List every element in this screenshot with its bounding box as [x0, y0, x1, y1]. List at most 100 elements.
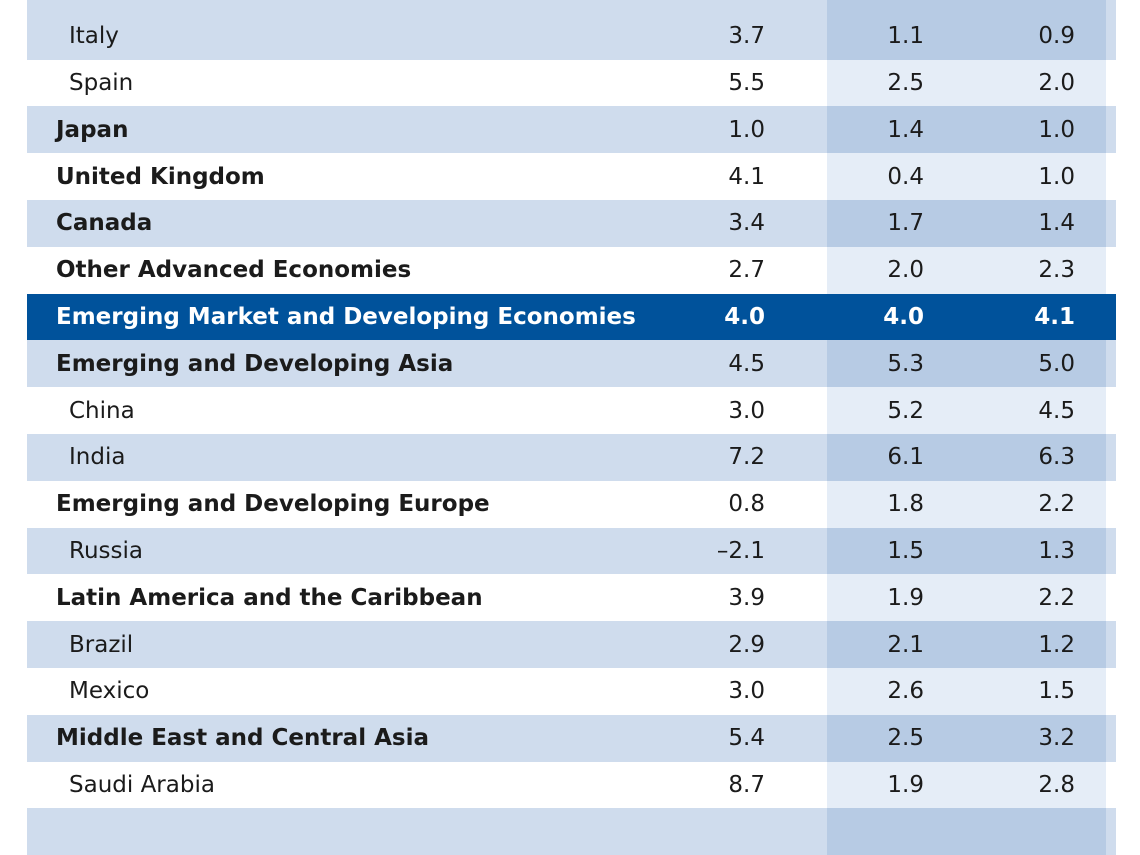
- table-row: Spain 5.5 2.5 2.0: [27, 59, 1116, 107]
- table-row: India 7.2 6.1 6.3: [27, 433, 1116, 481]
- row-label: France: [69, 0, 145, 2]
- value-v2: 1.4: [887, 116, 924, 143]
- value-v2: 1.5: [887, 537, 924, 564]
- projection-column-band: [827, 574, 1106, 622]
- value-v2: 5.2: [887, 397, 924, 424]
- projection-column-band: [827, 808, 1106, 855]
- value-v3: 1.3: [1038, 0, 1075, 2]
- value-v3: 1.2: [1038, 631, 1075, 658]
- value-v3: 4.5: [1038, 397, 1075, 424]
- value-v3: 0.9: [1038, 23, 1075, 50]
- table-row: France 2.5 1.0 1.3: [27, 0, 1116, 13]
- row-label: Emerging Market and Developing Economies: [56, 303, 636, 330]
- row-label: United Kingdom: [56, 163, 265, 190]
- row-label: Russia: [69, 537, 143, 564]
- projection-column-band: [827, 387, 1106, 434]
- value-v3: 1.0: [1038, 116, 1075, 143]
- value-v1: 3.4: [728, 210, 765, 237]
- value-v1: –2.1: [716, 537, 765, 564]
- value-v1: 2.7: [728, 257, 765, 284]
- projection-column-band: [827, 667, 1106, 715]
- value-v2: 4.0: [883, 303, 924, 330]
- value-v1: 7.2: [728, 444, 765, 471]
- value-v1: 3.0: [728, 397, 765, 424]
- value-v2: 1.9: [887, 584, 924, 611]
- projection-column-band: [827, 761, 1106, 809]
- table-row-highlight: Emerging Market and Developing Economies…: [27, 293, 1116, 341]
- value-v2: 2.5: [887, 69, 924, 96]
- row-label: Emerging and Developing Asia: [56, 350, 454, 377]
- value-v1: 4.0: [724, 303, 765, 330]
- value-v2: 2.5: [887, 725, 924, 752]
- value-v3: 1.5: [1038, 678, 1075, 705]
- table-row: Japan 1.0 1.4 1.0: [27, 106, 1116, 154]
- table-row: United Kingdom 4.1 0.4 1.0: [27, 153, 1116, 200]
- value-v1: 1.0: [728, 116, 765, 143]
- value-v1: 4.5: [728, 350, 765, 377]
- value-v3: 3.2: [1038, 725, 1075, 752]
- value-v1: 2.9: [728, 631, 765, 658]
- table-row: Other Advanced Economies 2.7 2.0 2.3: [27, 246, 1116, 294]
- value-v2: 1.0: [887, 0, 924, 2]
- value-v1: 8.7: [728, 771, 765, 798]
- table-row: Emerging and Developing Europe 0.8 1.8 2.2: [27, 480, 1116, 528]
- value-v3: 2.2: [1038, 584, 1075, 611]
- projection-column-band: [827, 106, 1106, 154]
- row-label: Latin America and the Caribbean: [56, 584, 483, 611]
- value-v3: 2.3: [1038, 257, 1075, 284]
- value-v1: 3.9: [728, 584, 765, 611]
- row-label: Italy: [69, 23, 119, 50]
- table-row: Emerging and Developing Asia 4.5 5.3 5.0: [27, 340, 1116, 388]
- table-row: Middle East and Central Asia 5.4 2.5 3.2: [27, 714, 1116, 762]
- row-label: Middle East and Central Asia: [56, 725, 429, 752]
- projection-column-band: [827, 340, 1106, 388]
- table-row: [27, 808, 1116, 855]
- row-label: Mexico: [69, 678, 150, 705]
- row-label: China: [69, 397, 135, 424]
- value-v3: 1.0: [1038, 163, 1075, 190]
- growth-projections-table: France 2.5 1.0 1.3 Italy 3.7 1.1 0.9 Spain 5.5 2.5…: [27, 0, 1116, 855]
- row-label: Emerging and Developing Europe: [56, 491, 490, 518]
- row-label: Brazil: [69, 631, 134, 658]
- row-label: Saudi Arabia: [69, 771, 215, 798]
- row-label: Other Advanced Economies: [56, 257, 412, 284]
- value-v2: 5.3: [887, 350, 924, 377]
- value-v3: 1.3: [1038, 537, 1075, 564]
- value-v1: 3.7: [728, 23, 765, 50]
- value-v3: 2.0: [1038, 69, 1075, 96]
- value-v3: 6.3: [1038, 444, 1075, 471]
- row-label: Canada: [56, 210, 153, 237]
- table-row: Brazil 2.9 2.1 1.2: [27, 621, 1116, 668]
- projection-column-band: [827, 621, 1106, 668]
- value-v3: 5.0: [1038, 350, 1075, 377]
- table-row: Italy 3.7 1.1 0.9: [27, 12, 1116, 60]
- table-row: China 3.0 5.2 4.5: [27, 387, 1116, 434]
- table-row: Russia –2.1 1.5 1.3: [27, 527, 1116, 575]
- value-v2: 0.4: [887, 163, 924, 190]
- value-v2: 1.7: [887, 210, 924, 237]
- value-v2: 2.1: [887, 631, 924, 658]
- value-v3: 2.8: [1038, 771, 1075, 798]
- value-v2: 2.6: [887, 678, 924, 705]
- value-v2: 1.9: [887, 771, 924, 798]
- value-v1: 3.0: [728, 678, 765, 705]
- value-v2: 2.0: [887, 257, 924, 284]
- row-label: India: [69, 444, 126, 471]
- table-row: Canada 3.4 1.7 1.4: [27, 199, 1116, 247]
- value-v3: 2.2: [1038, 491, 1075, 518]
- row-label: Spain: [69, 69, 134, 96]
- projection-column-band: [827, 153, 1106, 200]
- projection-column-band: [827, 480, 1106, 528]
- value-v1: 5.5: [728, 69, 765, 96]
- projection-column-band: [827, 12, 1106, 60]
- value-v3: 1.4: [1038, 210, 1075, 237]
- projection-column-band: [827, 714, 1106, 762]
- value-v1: 2.5: [728, 0, 765, 2]
- value-v2: 1.8: [887, 491, 924, 518]
- value-v1: 5.4: [728, 725, 765, 752]
- value-v2: 1.1: [887, 23, 924, 50]
- table-row: Latin America and the Caribbean 3.9 1.9 2.2: [27, 574, 1116, 622]
- value-v1: 0.8: [728, 491, 765, 518]
- table-row: Mexico 3.0 2.6 1.5: [27, 667, 1116, 715]
- projection-column-band: [827, 59, 1106, 107]
